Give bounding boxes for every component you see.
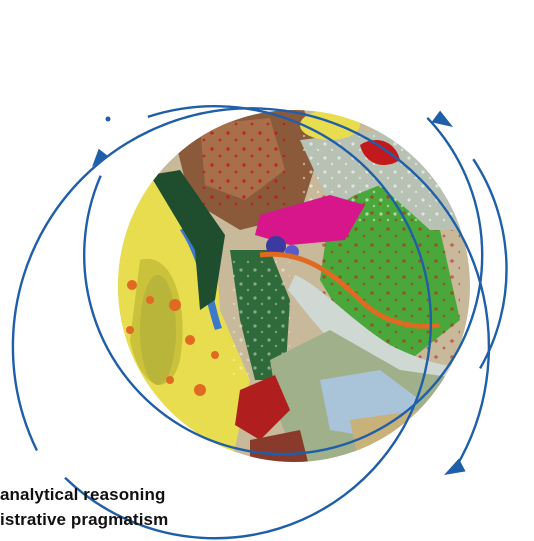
ring-notch [105,116,111,122]
caption-line-1: analytical reasoning [0,485,166,504]
arrowhead-left [92,148,108,167]
cycle-rings [11,105,508,540]
caption-line-2: istrative pragmatism [0,510,169,529]
ring-inner [82,116,484,456]
arrowhead-top-right [431,110,453,127]
cycle-arrows [92,110,466,475]
ring-outer [11,107,491,469]
arrowhead-bottom-right [444,458,466,475]
ring-middle [64,105,432,540]
ring-inner-tail [472,158,508,369]
